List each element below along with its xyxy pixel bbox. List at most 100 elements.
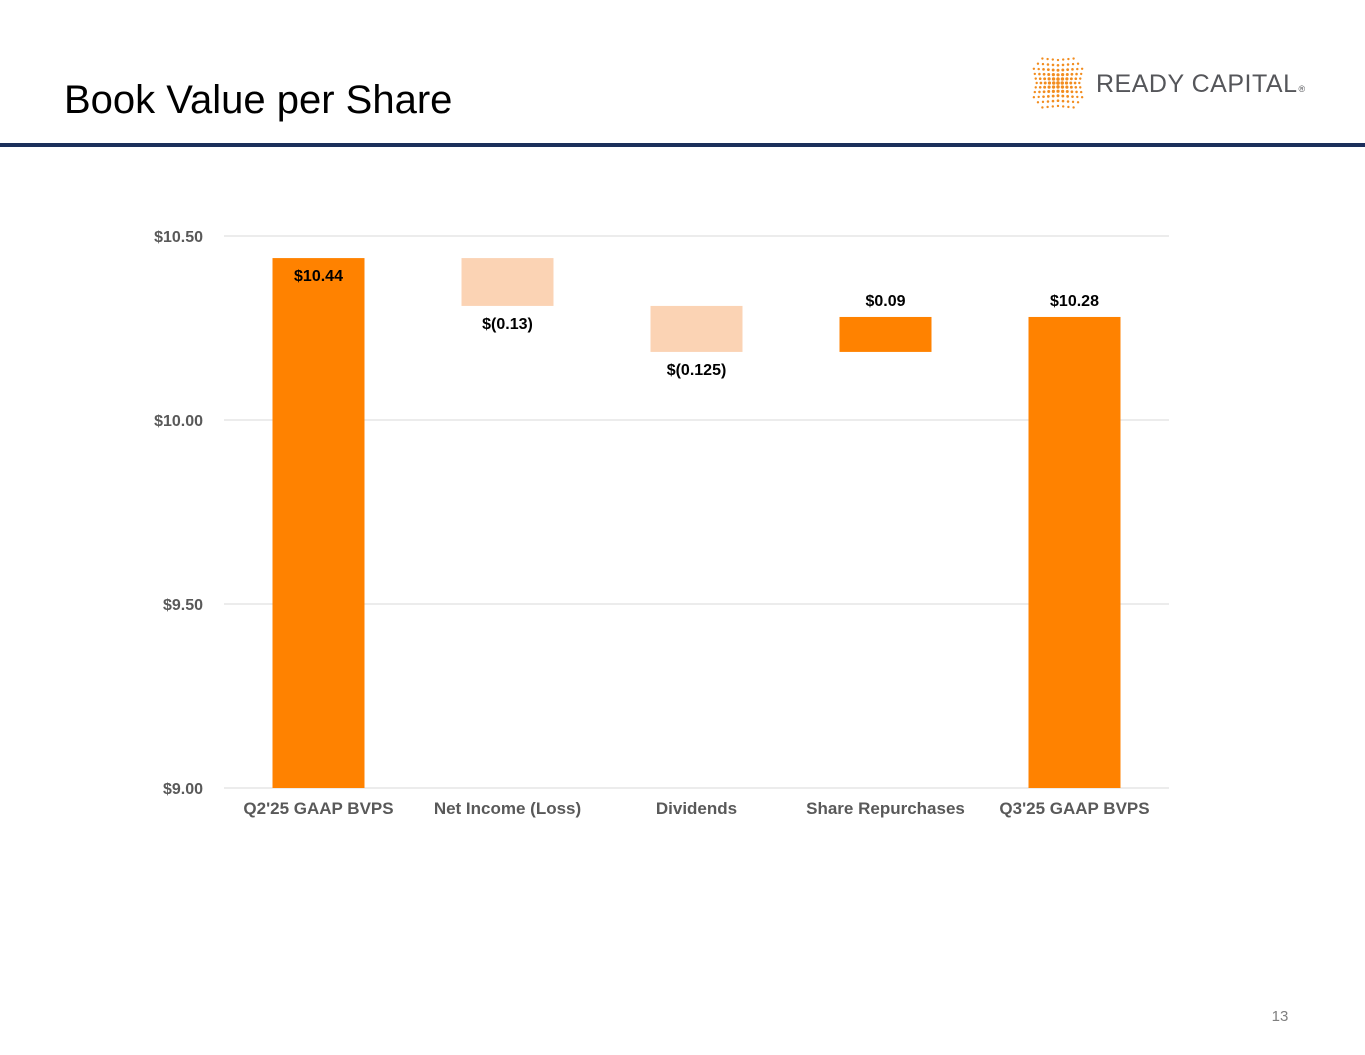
logo-text: READY CAPITAL: [1096, 70, 1298, 98]
logo-dot: [1046, 68, 1050, 72]
logo-dot: [1078, 81, 1081, 85]
logo-dot: [1076, 95, 1079, 99]
logo-dot: [1056, 89, 1060, 93]
logo-dot: [1065, 77, 1069, 81]
y-axis-ticks: $10.50 $10.00 $9.50 $9.00: [154, 229, 203, 798]
logo-dot: [1065, 90, 1069, 94]
logo-dot: [1042, 72, 1046, 76]
logo-dot: [1080, 96, 1084, 99]
logo-dot: [1071, 100, 1075, 104]
page-title: Book Value per Share: [64, 78, 453, 122]
logo-dot: [1047, 81, 1052, 85]
logo-dot: [1038, 90, 1041, 94]
waterfall-chart: $10.50 $10.00 $9.50 $9.00 $10.44 $(0.13) $(0.…: [154, 229, 1169, 818]
logo-dot: [1046, 63, 1050, 66]
y-tick-label: $9.00: [163, 781, 203, 798]
logo-dot: [1051, 105, 1054, 108]
logo-dot: [1056, 77, 1060, 81]
logo-dot: [1080, 67, 1084, 70]
data-label: $10.28: [1050, 293, 1099, 310]
logo-dot: [1079, 86, 1082, 89]
logo-dot: [1066, 63, 1070, 66]
logo-dot: [1073, 81, 1077, 85]
logo-dot: [1065, 72, 1069, 76]
logo-dot: [1035, 81, 1038, 85]
data-labels: $10.44 $(0.13) $(0.125) $0.09 $10.28: [294, 268, 1099, 379]
logo-dot: [1071, 68, 1074, 71]
logo-dot: [1051, 58, 1054, 61]
logo-dot: [1041, 100, 1045, 104]
logo-dot: [1033, 90, 1037, 94]
logo-dot: [1060, 85, 1065, 89]
logo-dot: [1051, 94, 1055, 98]
bars: [272, 258, 1121, 789]
x-category-label: Q3'25 GAAP BVPS: [999, 799, 1149, 818]
logo-dot: [1062, 105, 1065, 108]
logo-dot: [1056, 68, 1060, 72]
ready-capital-logo: READY CAPITAL®: [1028, 54, 1328, 114]
logo-dot: [1051, 89, 1055, 93]
logo-dot: [1072, 106, 1075, 109]
logo-dot: [1076, 67, 1079, 71]
logo-dot: [1034, 86, 1037, 89]
y-tick-label: $10.00: [154, 413, 203, 430]
logo-dot: [1061, 63, 1065, 67]
logo-dot: [1071, 62, 1075, 66]
logo-dot: [1038, 72, 1041, 76]
logo-dot: [1061, 73, 1065, 77]
logo-dot: [1032, 96, 1036, 99]
logo-dot: [1066, 68, 1070, 72]
logo-dot: [1079, 72, 1083, 76]
logo-dot: [1042, 90, 1046, 94]
logo-dot: [1047, 77, 1051, 81]
logo-dot: [1051, 77, 1056, 81]
logo-dot: [1076, 101, 1080, 104]
logo-dot: [1032, 67, 1036, 70]
logo-dot: [1047, 90, 1051, 94]
logo-dot: [1051, 73, 1055, 77]
logo-dot: [1060, 77, 1065, 81]
logo-dot: [1064, 81, 1069, 85]
logo-dots-icon: [1032, 57, 1084, 109]
logo-dot: [1041, 62, 1045, 66]
logo-dot: [1076, 62, 1080, 65]
logo-dot: [1056, 85, 1060, 89]
logo-dot: [1036, 62, 1040, 65]
logo-dot: [1056, 104, 1060, 108]
logo-dot: [1051, 99, 1055, 103]
logo-dot: [1060, 81, 1065, 85]
logo-dot: [1075, 90, 1078, 94]
logo-dot: [1046, 94, 1050, 98]
logo-dot: [1051, 68, 1055, 72]
logo-dot: [1051, 81, 1056, 85]
data-label: $(0.125): [667, 362, 727, 379]
logo-dot: [1070, 72, 1074, 76]
logo-dot: [1047, 85, 1051, 89]
logo-dot: [1046, 100, 1050, 103]
logo-dot: [1069, 85, 1073, 89]
logo-dot: [1061, 99, 1065, 103]
logo-dot: [1056, 99, 1060, 103]
logo-dot: [1072, 57, 1075, 60]
logo-dot: [1037, 95, 1040, 99]
logo-dot: [1074, 77, 1078, 81]
x-category-label: Share Repurchases: [806, 799, 965, 818]
logo-dot: [1062, 58, 1065, 61]
logo-dot: [1036, 101, 1040, 104]
logo-dot: [1047, 72, 1051, 76]
x-axis-categories: Q2'25 GAAP BVPS Net Income (Loss) Dividend…: [243, 799, 1149, 818]
logo-dot: [1069, 77, 1073, 81]
logo-dot: [1046, 57, 1049, 61]
logo-dot: [1056, 73, 1060, 77]
logo-dot: [1069, 81, 1073, 85]
page-number: 13: [1271, 1008, 1289, 1025]
logo-dot: [1061, 94, 1065, 98]
logo-dot: [1041, 57, 1044, 60]
logo-dot: [1039, 81, 1043, 85]
logo-dot: [1071, 95, 1074, 98]
logo-dot: [1056, 63, 1060, 67]
logo-dot: [1043, 77, 1047, 81]
bar-4: [839, 316, 932, 352]
data-label: $0.09: [865, 293, 905, 310]
logo-dot: [1056, 58, 1060, 62]
